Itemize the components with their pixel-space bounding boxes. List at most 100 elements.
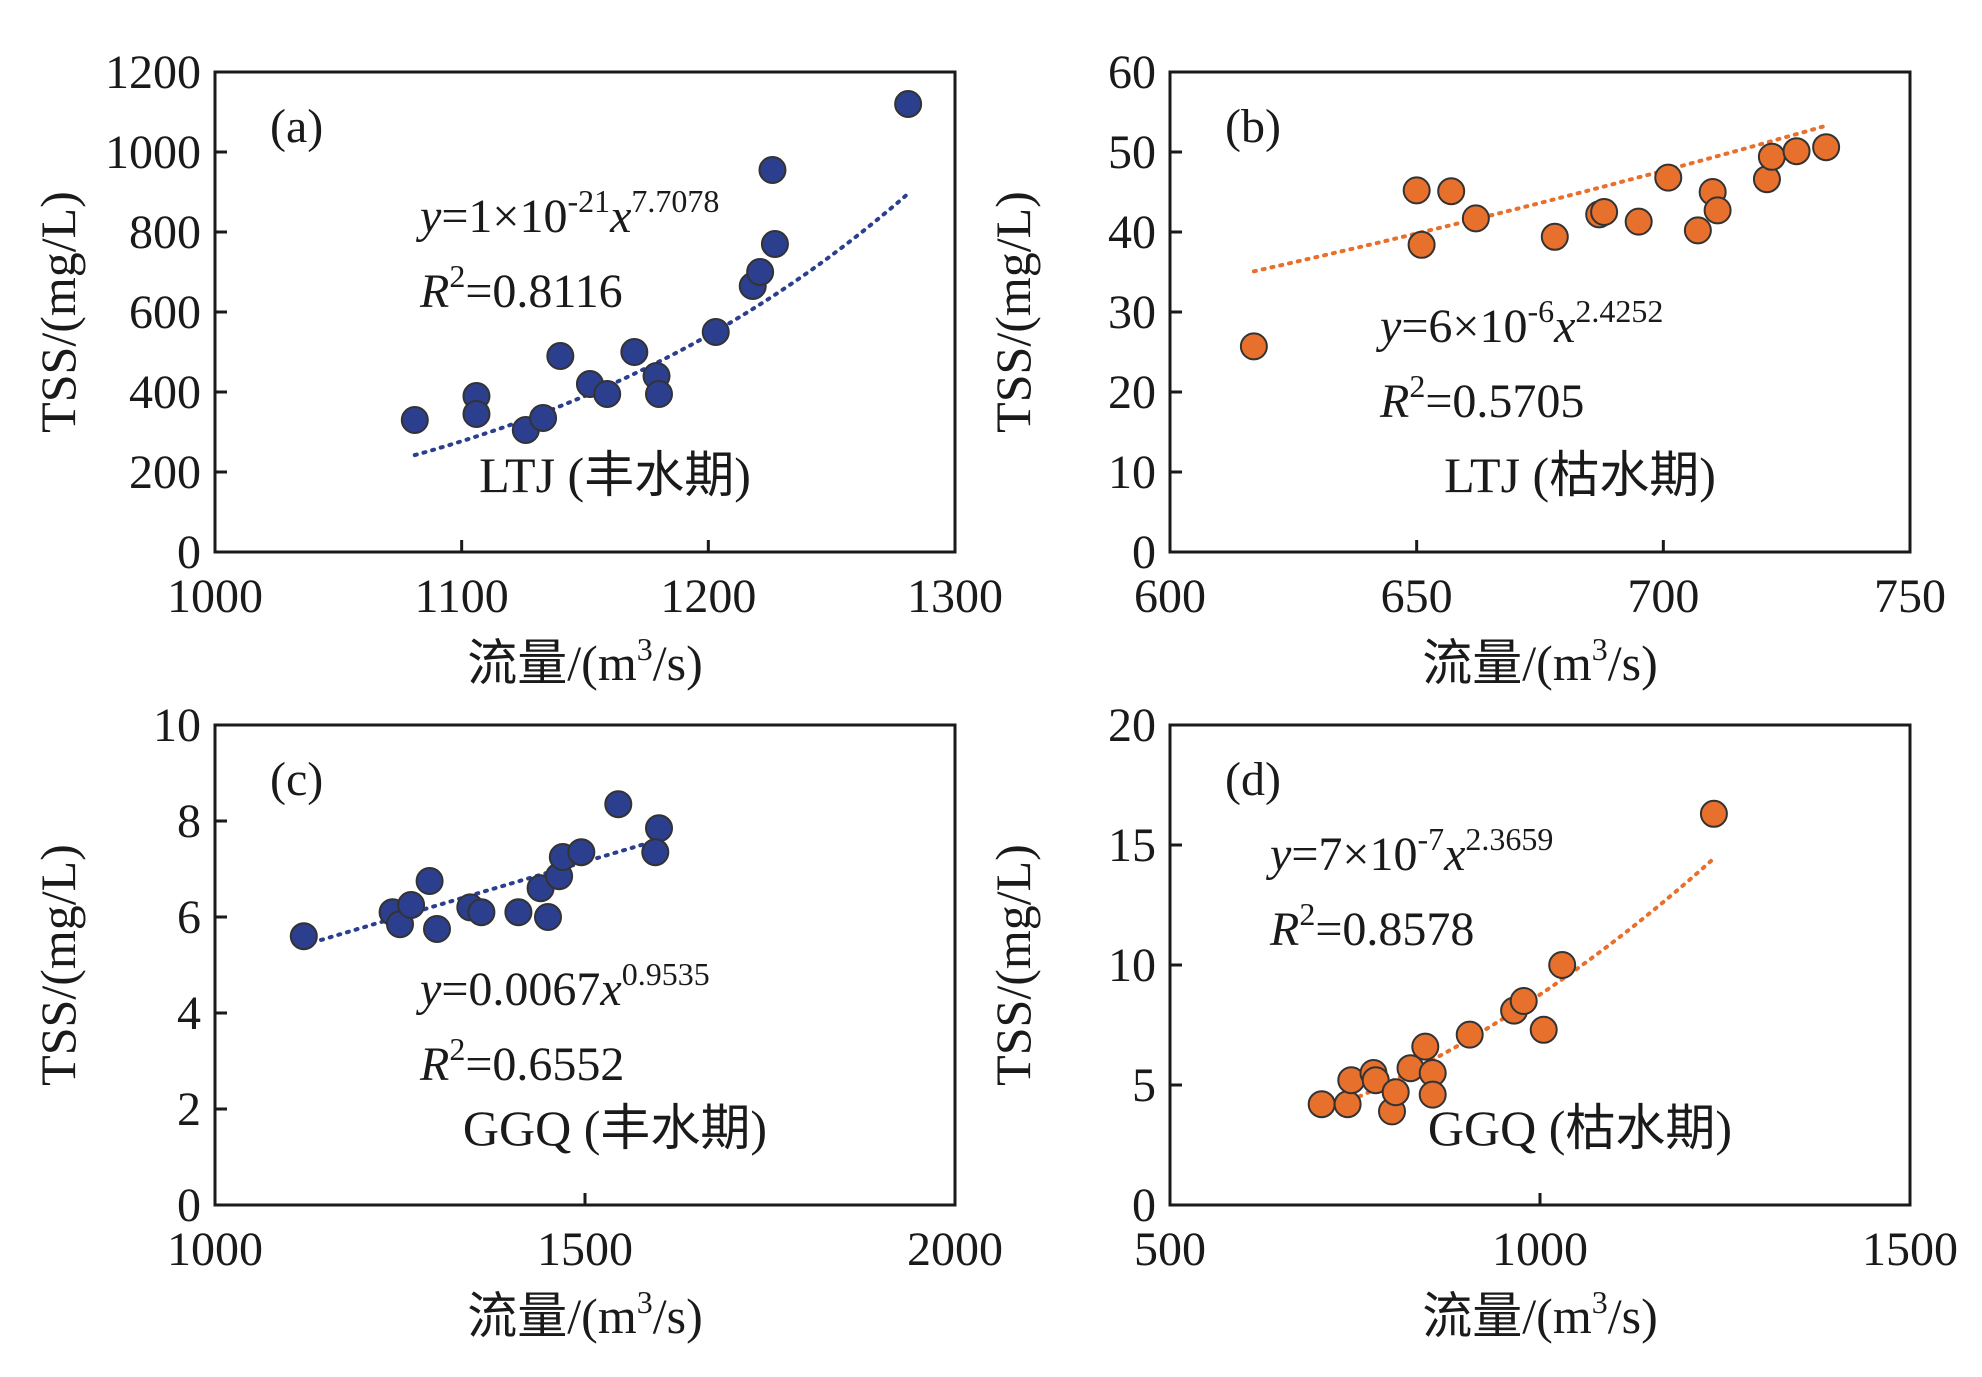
station-label: GGQ (枯水期) (1428, 1100, 1732, 1156)
y-tick-label: 10 (1108, 939, 1156, 992)
equation-x: x (599, 963, 621, 1016)
data-point (546, 342, 575, 370)
data-point (467, 898, 496, 927)
station-label: LTJ (枯水期) (1444, 447, 1716, 503)
equation-coefficient-exponent: -21 (567, 183, 610, 219)
data-point (462, 400, 491, 428)
data-point (1540, 222, 1569, 251)
y-axis-label: TSS/(mg/L) (985, 191, 1041, 433)
regression-equation: y=1×10-21x7.7078 (415, 183, 719, 243)
x-axis-label-sup: 3 (637, 1284, 653, 1320)
x-axis-label-main: 流量/(m (467, 1288, 637, 1344)
r-squared: R2=0.5705 (1379, 368, 1584, 428)
x-axis-label-sup: 3 (1592, 631, 1608, 667)
x-axis-label: 流量/(m3/s) (1422, 1284, 1657, 1344)
regression-equation: y=0.0067x0.9535 (415, 956, 710, 1016)
data-point (1703, 196, 1732, 225)
y-tick-label: 6 (177, 891, 201, 944)
x-tick-label: 1200 (660, 570, 756, 623)
x-axis-label-main: 流量/(m (1422, 1288, 1592, 1344)
y-tick-label: 0 (1132, 1179, 1156, 1232)
data-point (1699, 799, 1728, 828)
x-axis-label-end: /s) (653, 1288, 703, 1344)
regression-equation: y=6×10-6x2.4252 (1375, 293, 1663, 353)
x-tick-label: 2000 (907, 1223, 1003, 1276)
x-axis-label-end: /s) (653, 635, 703, 691)
x-tick-label: 1000 (1492, 1223, 1588, 1276)
data-point (529, 404, 558, 432)
equation-coefficient: =1×10 (441, 190, 567, 243)
data-point (645, 814, 673, 843)
y-tick-label: 5 (1132, 1059, 1156, 1112)
station-label: GGQ (丰水期) (463, 1100, 767, 1156)
r-squared-exponent: 2 (449, 258, 465, 294)
trend-line (301, 837, 661, 948)
y-axis-label: TSS/(mg/L) (30, 844, 86, 1086)
x-axis-label-sup: 3 (637, 631, 653, 667)
equation-power: 7.7078 (631, 183, 719, 219)
data-point (760, 230, 789, 258)
r-squared-symbol: R (1379, 375, 1409, 428)
y-tick-label: 0 (177, 526, 201, 579)
r-squared-value: =0.5705 (1425, 375, 1584, 428)
data-point (1548, 951, 1577, 979)
equation-y: y (415, 190, 442, 243)
x-axis-label-main: 流量/(m (467, 635, 637, 691)
y-tick-label: 10 (153, 699, 201, 752)
chart-panel-c: 1000 1500 2000 0 2 4 6 8 10 流量/(m3/s) TSS/(mg/L) (c… (30, 699, 1003, 1344)
panel-label: (b) (1225, 100, 1281, 153)
panel-label: (d) (1225, 753, 1281, 806)
trend-line (1251, 123, 1829, 274)
y-tick-label: 0 (1132, 526, 1156, 579)
regression-equation: y=7×10-7x2.3659 (1265, 821, 1553, 881)
equation-coefficient: =0.0067 (441, 963, 600, 1016)
y-tick-label: 2 (177, 1083, 201, 1136)
y-tick-label: 200 (129, 446, 201, 499)
data-point (1509, 987, 1538, 1015)
data-point (1402, 176, 1431, 205)
equation-coefficient: =6×10 (1401, 300, 1527, 353)
data-point (1411, 1032, 1440, 1061)
equation-x: x (1553, 300, 1575, 353)
y-tick-label: 1000 (105, 126, 201, 179)
x-axis-label-main: 流量/(m (1422, 635, 1592, 691)
equation-power: 2.3659 (1465, 821, 1553, 857)
x-tick-label: 650 (1381, 570, 1453, 623)
y-tick-label: 50 (1108, 126, 1156, 179)
data-point (1812, 133, 1841, 162)
r-squared-value: =0.8116 (465, 265, 622, 318)
x-tick-label: 1500 (1862, 1223, 1958, 1276)
data-point (1654, 163, 1683, 192)
y-tick-label: 10 (1108, 446, 1156, 499)
data-point (1529, 1015, 1558, 1044)
equation-power: 0.9535 (622, 956, 710, 992)
x-tick-label: 1000 (167, 1223, 263, 1276)
y-tick-label: 15 (1108, 819, 1156, 872)
data-point (534, 903, 562, 931)
data-point (645, 380, 673, 408)
x-axis-label: 流量/(m3/s) (467, 631, 702, 691)
r-squared-symbol: R (419, 1038, 449, 1091)
y-axis-label: TSS/(mg/L) (30, 191, 86, 433)
data-point (1455, 1020, 1484, 1049)
y-tick-label: 600 (129, 286, 201, 339)
y-tick-label: 40 (1108, 206, 1156, 259)
equation-y: y (1265, 828, 1292, 881)
data-point (1437, 177, 1466, 206)
trend-line (412, 193, 908, 458)
data-point (1683, 216, 1712, 245)
data-point (1333, 1090, 1362, 1119)
x-axis-label-sup: 3 (1592, 1284, 1608, 1320)
chart-panel-a: 1000 1100 1200 1300 0 200 400 600 800 1000 1200 流量/… (30, 46, 1003, 691)
data-point (894, 90, 923, 118)
equation-x: x (609, 190, 631, 243)
x-tick-label: 1500 (537, 1223, 633, 1276)
data-point (701, 318, 730, 346)
x-axis-label-end: /s) (1608, 635, 1658, 691)
data-point (604, 790, 633, 819)
y-tick-label: 8 (177, 795, 201, 848)
data-point (758, 156, 787, 184)
data-point (1461, 204, 1490, 233)
chart-panel-b: 600 650 700 750 0 10 20 30 40 50 60 流量/(m3/s) TSS/(m… (985, 46, 1946, 691)
data-point (504, 898, 533, 927)
